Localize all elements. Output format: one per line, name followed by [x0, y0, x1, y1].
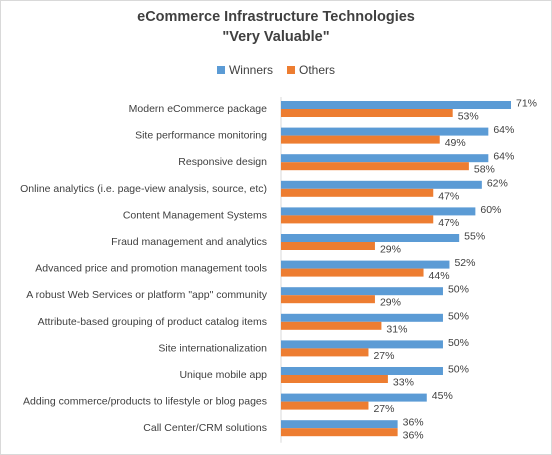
bar-others	[281, 321, 382, 330]
bar-others	[281, 268, 424, 277]
data-label-winners: 50%	[448, 310, 469, 322]
bar-winners	[281, 393, 427, 402]
data-label-others: 47%	[438, 217, 459, 229]
data-label-winners: 62%	[487, 177, 508, 189]
category-label: Responsive design	[178, 156, 267, 168]
data-label-others: 44%	[429, 270, 450, 282]
bar-others	[281, 295, 375, 304]
data-label-others: 47%	[438, 190, 459, 202]
data-label-winners: 64%	[493, 124, 514, 136]
bar-others	[281, 135, 440, 144]
bar-others	[281, 188, 434, 197]
chart-legend: Winners Others	[1, 63, 551, 77]
data-label-winners: 52%	[454, 257, 475, 269]
category-label: Unique mobile app	[179, 369, 267, 381]
category-label: Online analytics (i.e. page-view analysi…	[20, 183, 267, 195]
bar-winners	[281, 154, 489, 163]
bar-others	[281, 215, 434, 224]
data-label-winners: 55%	[464, 231, 485, 243]
data-label-winners: 50%	[448, 284, 469, 296]
bar-winners	[281, 367, 443, 375]
legend-label-winners: Winners	[228, 63, 273, 77]
data-label-winners: 50%	[448, 337, 469, 349]
chart-title: eCommerce Infrastructure Technologies	[137, 9, 415, 25]
data-label-others: 31%	[386, 323, 407, 335]
bar-winners	[281, 234, 460, 242]
category-label: Modern eCommerce package	[129, 103, 267, 115]
bar-winners	[281, 207, 476, 216]
bar-others	[281, 162, 469, 171]
category-label: Site internationalization	[158, 342, 267, 354]
legend-label-others: Others	[299, 63, 336, 77]
bar-others	[281, 375, 388, 383]
bar-winners	[281, 313, 443, 322]
data-label-others: 49%	[445, 137, 466, 149]
bar-others	[281, 242, 375, 250]
legend-item-winners: Winners	[216, 63, 273, 77]
bar-winners	[281, 420, 398, 429]
category-label: Advanced price and promotion management …	[35, 263, 267, 275]
bar-winners	[281, 260, 450, 269]
bar-winners	[281, 127, 489, 136]
data-label-winners: 71%	[516, 98, 537, 110]
legend-swatch-winners	[216, 66, 225, 74]
data-label-others: 33%	[393, 377, 414, 389]
bar-others	[281, 109, 453, 117]
category-label: Attribute-based grouping of product cata…	[38, 316, 267, 328]
data-label-others: 36%	[403, 430, 424, 442]
bar-winners	[281, 180, 482, 189]
bar-others	[281, 348, 369, 357]
data-label-others: 58%	[474, 164, 495, 176]
chart-subtitle: "Very Valuable"	[222, 29, 330, 45]
data-label-winners: 64%	[493, 151, 514, 163]
bar-others	[281, 401, 369, 410]
data-label-winners: 45%	[432, 390, 453, 402]
data-label-winners: 60%	[480, 204, 501, 216]
data-label-others: 29%	[380, 244, 401, 256]
legend-item-others: Others	[287, 63, 335, 77]
category-label: Content Management Systems	[123, 209, 267, 221]
data-label-winners: 50%	[448, 364, 469, 376]
bar-others	[281, 428, 398, 437]
category-label: A robust Web Services or platform "app" …	[26, 289, 267, 301]
category-label: Adding commerce/products to lifestyle or…	[23, 396, 267, 408]
bar-winners	[281, 101, 511, 109]
category-label: Fraud management and analytics	[111, 236, 267, 248]
category-label: Site performance monitoring	[135, 130, 267, 142]
data-label-others: 53%	[458, 111, 479, 123]
data-label-winners: 36%	[403, 417, 424, 429]
data-label-others: 27%	[373, 350, 394, 362]
bar-winners	[281, 340, 443, 349]
category-label: Call Center/CRM solutions	[143, 422, 267, 434]
bar-winners	[281, 287, 443, 296]
data-label-others: 27%	[373, 403, 394, 415]
data-label-others: 29%	[380, 297, 401, 309]
legend-swatch-others	[287, 66, 295, 74]
